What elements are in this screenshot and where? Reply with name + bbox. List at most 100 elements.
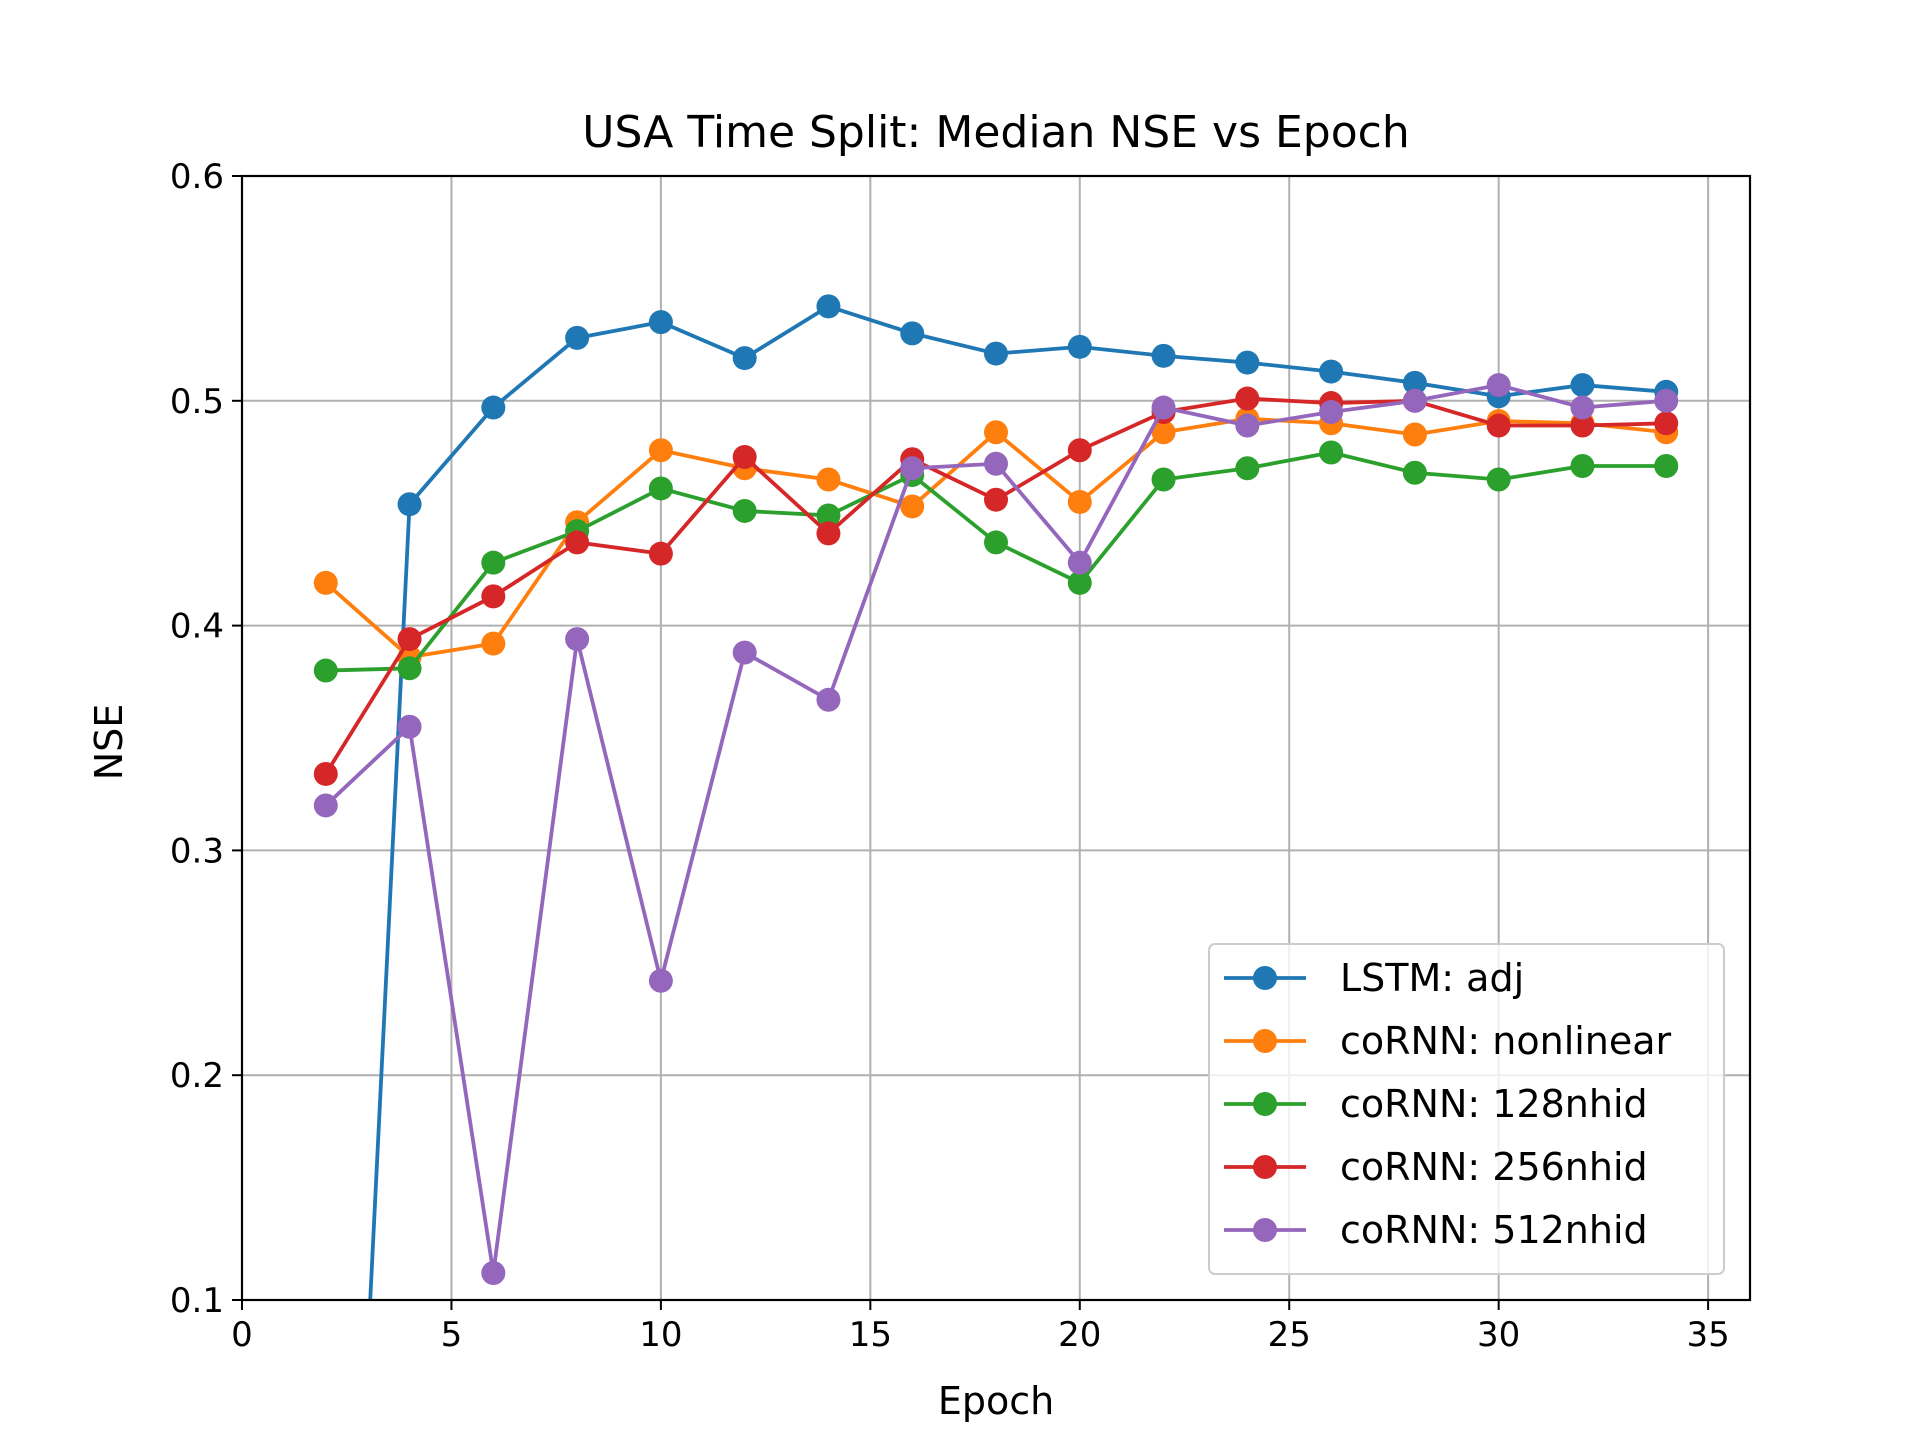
data-point: [1486, 373, 1511, 398]
data-point: [1319, 440, 1344, 465]
data-point: [1319, 400, 1344, 425]
x-tick-label: 15: [849, 1315, 892, 1355]
legend-marker: [1253, 1218, 1277, 1242]
data-point: [1486, 467, 1511, 492]
legend-marker: [1253, 1092, 1277, 1116]
data-point: [1067, 489, 1092, 514]
legend-item: coRNN: nonlinear: [1224, 1019, 1672, 1063]
legend: LSTM: adj coRNN: nonlinear coRNN: 128nhid c…: [1208, 943, 1725, 1275]
y-tick-label: 0.5: [170, 382, 224, 422]
data-point: [732, 445, 757, 469]
legend-item: coRNN: 512nhid: [1224, 1208, 1648, 1252]
data-point: [481, 631, 506, 656]
data-point: [1067, 334, 1092, 359]
y-tick-label: 0.3: [170, 831, 224, 871]
data-point: [816, 687, 841, 712]
data-point: [313, 793, 338, 818]
x-tick-label: 30: [1477, 1315, 1520, 1355]
chart-title: USA Time Split: Median NSE vs Epoch: [582, 107, 1409, 158]
data-point: [1151, 343, 1176, 368]
legend-marker: [1253, 1029, 1277, 1053]
data-point: [565, 530, 590, 555]
data-point: [816, 521, 841, 546]
data-point: [816, 503, 841, 528]
data-point: [565, 325, 590, 350]
legend-marker: [1253, 1155, 1277, 1179]
data-point: [1486, 413, 1511, 438]
x-tick-label: 25: [1268, 1315, 1311, 1355]
data-point: [816, 294, 841, 319]
data-point: [481, 550, 506, 575]
data-point: [732, 346, 757, 371]
data-point: [984, 487, 1008, 512]
series-0: [368, 294, 1679, 1300]
data-point: [732, 640, 757, 665]
data-point: [481, 395, 506, 420]
data-point: [1067, 550, 1092, 575]
data-point: [1151, 395, 1176, 420]
data-point: [1402, 460, 1427, 485]
data-point: [900, 494, 925, 519]
data-point: [1235, 386, 1260, 411]
data-point: [1151, 420, 1176, 445]
y-tick-label: 0.2: [170, 1056, 224, 1096]
data-point: [1570, 453, 1595, 478]
x-tick-label: 20: [1058, 1315, 1101, 1355]
y-tick-label: 0.1: [170, 1281, 224, 1321]
series-3: [313, 386, 1679, 786]
data-point: [1654, 388, 1679, 413]
x-tick-label: 35: [1686, 1315, 1729, 1355]
data-point: [816, 467, 841, 492]
data-point: [900, 456, 925, 481]
data-point: [1402, 370, 1427, 395]
data-point: [397, 627, 422, 652]
plot-frame: [240, 174, 1752, 1302]
data-point: [900, 321, 925, 346]
series-group: [313, 294, 1679, 1300]
data-point: [481, 584, 506, 609]
data-point: [1402, 422, 1427, 447]
data-point: [1067, 570, 1092, 595]
legend-label: coRNN: 256nhid: [1340, 1145, 1648, 1189]
data-point: [732, 498, 757, 523]
x-tick-label: 10: [639, 1315, 682, 1355]
data-point: [648, 476, 673, 501]
y-axis-label: NSE: [87, 704, 131, 781]
data-point: [1654, 453, 1679, 478]
data-point: [648, 438, 673, 463]
y-tick-label: 0.6: [170, 157, 224, 197]
data-point: [984, 420, 1008, 445]
data-point: [648, 310, 673, 335]
data-point: [397, 656, 422, 681]
data-point: [481, 1261, 506, 1286]
data-point: [1319, 359, 1344, 384]
legend-label: coRNN: 512nhid: [1340, 1208, 1648, 1252]
legend-item: coRNN: 256nhid: [1224, 1145, 1648, 1189]
legend-marker: [1253, 966, 1277, 990]
legend-label: LSTM: adj: [1340, 956, 1524, 1000]
data-point: [648, 541, 673, 566]
legend-label: coRNN: nonlinear: [1340, 1019, 1672, 1063]
data-point: [397, 714, 422, 739]
data-point: [1235, 413, 1260, 438]
data-point: [1235, 456, 1260, 481]
x-tick-label: 0: [231, 1315, 253, 1355]
legend-item: coRNN: 128nhid: [1224, 1082, 1648, 1126]
data-point: [1570, 413, 1595, 438]
data-point: [397, 492, 422, 517]
data-point: [313, 658, 338, 683]
data-point: [565, 627, 590, 652]
data-point: [313, 570, 338, 595]
data-point: [1570, 395, 1595, 420]
x-tick-label: 5: [441, 1315, 463, 1355]
data-point: [1067, 438, 1092, 463]
series-4: [313, 373, 1679, 1286]
data-point: [984, 451, 1008, 476]
data-point: [313, 761, 338, 786]
legend-item: LSTM: adj: [1224, 956, 1524, 1000]
data-point: [1235, 350, 1260, 375]
data-point: [1570, 373, 1595, 398]
data-point: [1151, 467, 1176, 492]
data-point: [648, 968, 673, 993]
